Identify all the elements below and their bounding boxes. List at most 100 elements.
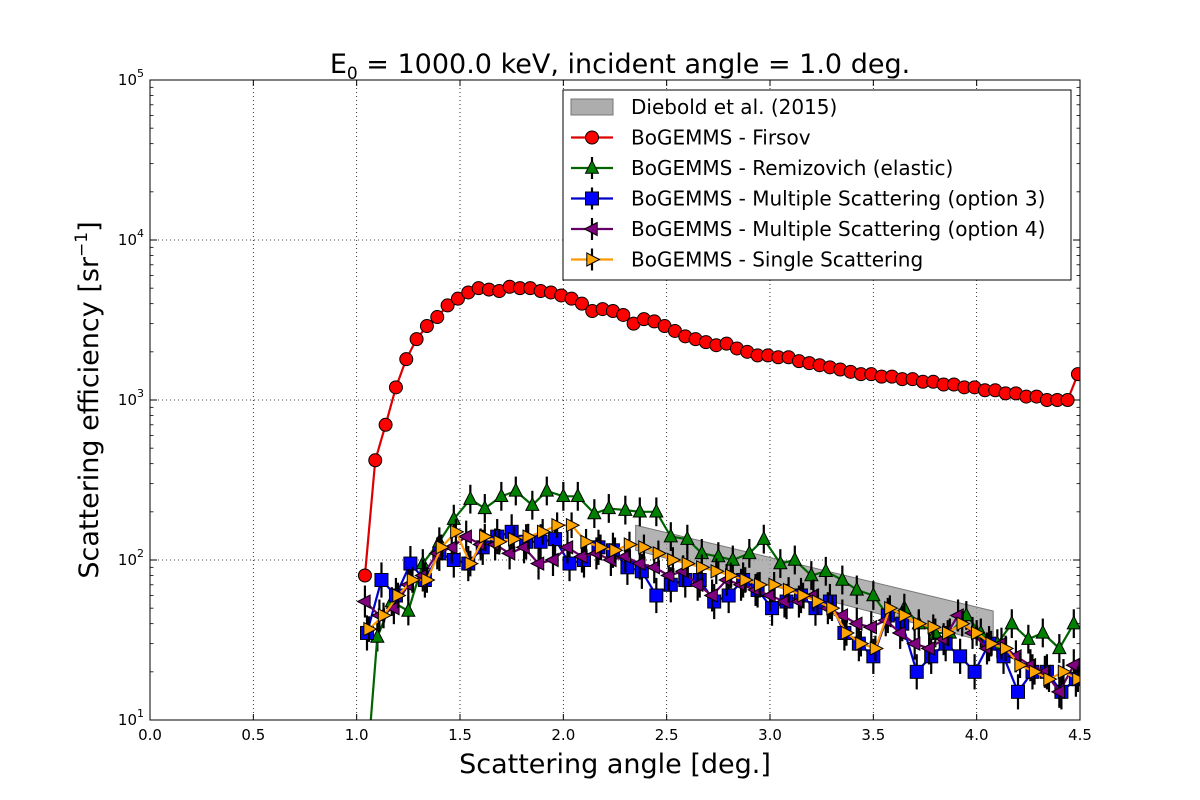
data-point — [681, 556, 696, 571]
data-point — [742, 544, 757, 560]
data-point — [768, 577, 783, 593]
data-point — [570, 487, 586, 503]
data-point — [660, 568, 675, 583]
data-point — [826, 600, 841, 616]
y-tick-label: 101 — [118, 707, 144, 729]
legend-swatch-marker — [585, 191, 599, 206]
data-point — [663, 528, 679, 543]
legend-label-band: Diebold et al. (2015) — [631, 95, 837, 119]
y-tick-label: 102 — [118, 547, 144, 569]
data-point — [632, 503, 648, 518]
data-point — [680, 530, 695, 545]
legend-swatch-marker — [585, 130, 599, 145]
data-point — [797, 588, 812, 603]
x-tick-label: 1.0 — [345, 726, 369, 744]
x-axis-label: Scattering angle [deg.] — [459, 749, 771, 780]
data-point — [710, 563, 725, 579]
data-point — [703, 588, 718, 603]
data-point — [1052, 639, 1067, 655]
data-point — [833, 608, 849, 623]
data-point — [363, 621, 378, 637]
data-point — [616, 307, 631, 322]
data-point — [711, 548, 726, 563]
x-tick-label: 2.5 — [655, 726, 679, 744]
data-point — [623, 537, 639, 552]
data-point — [399, 352, 414, 367]
data-point — [970, 625, 986, 641]
data-point — [464, 556, 479, 571]
data-point — [374, 572, 389, 587]
data-point — [811, 594, 827, 609]
data-point — [587, 505, 602, 520]
data-point — [477, 499, 493, 515]
data-point — [849, 581, 865, 596]
legend-label: BoGEMMS - Remizovich (elastic) — [631, 156, 953, 180]
y-tick-label: 103 — [118, 387, 144, 409]
data-point — [618, 501, 633, 516]
legend-box — [562, 89, 1072, 281]
data-point — [649, 503, 664, 518]
data-point — [558, 540, 574, 555]
data-point — [862, 619, 877, 635]
data-point — [652, 546, 667, 561]
data-point — [631, 556, 646, 571]
data-point — [787, 551, 803, 566]
legend-swatch-band — [570, 98, 614, 116]
x-tick-label: 0.0 — [138, 726, 162, 744]
data-point — [446, 510, 462, 525]
data-point — [430, 310, 445, 325]
data-point — [522, 529, 537, 544]
data-point — [739, 572, 754, 588]
data-point — [773, 554, 788, 570]
data-point — [818, 562, 834, 577]
data-point — [539, 482, 555, 497]
data-point — [884, 600, 899, 616]
series-clip-group — [356, 279, 1080, 720]
x-tick-label: 3.0 — [758, 726, 782, 744]
data-point — [403, 556, 418, 571]
data-point — [866, 586, 881, 602]
data-point — [848, 616, 863, 631]
data-point — [443, 540, 458, 555]
data-point — [446, 553, 461, 567]
data-point — [494, 487, 509, 503]
data-point — [525, 496, 540, 511]
chart-title: E0 = 1000.0 keV, incident angle = 1.0 de… — [330, 49, 910, 84]
data-point — [725, 551, 741, 566]
y-axis-label: Scattering efficiency [sr−1] — [72, 221, 105, 578]
data-point — [1004, 615, 1020, 630]
data-point — [1028, 664, 1044, 680]
x-tick-label: 3.5 — [861, 726, 885, 744]
data-point — [721, 588, 736, 603]
data-point — [898, 608, 913, 623]
data-point — [574, 296, 589, 311]
ticks: 0.0 0.5 1.0 1.5 2.0 2.5 3.0 3.5 4.0 4.5 101 102 103 1… — [118, 67, 1092, 744]
data-point — [544, 552, 559, 568]
data-point — [999, 641, 1015, 656]
data-point — [1060, 393, 1075, 407]
y-tick-label: 104 — [118, 227, 144, 249]
data-point — [1065, 657, 1080, 673]
data-point — [869, 641, 884, 656]
data-point — [756, 530, 772, 545]
x-tick-label: 0.5 — [241, 726, 265, 744]
data-point — [782, 582, 798, 598]
series-layer — [356, 279, 1080, 720]
data-point — [580, 534, 595, 550]
data-point — [967, 664, 982, 679]
data-point — [401, 602, 416, 617]
data-point — [551, 517, 566, 533]
legend-label: BoGEMMS - Multiple Scattering (option 3) — [631, 187, 1045, 211]
data-point — [421, 572, 436, 588]
data-point — [985, 636, 1000, 651]
data-point — [689, 577, 704, 593]
x-tick-label: 4.5 — [1068, 726, 1092, 744]
data-point — [804, 566, 819, 582]
data-point — [370, 628, 385, 643]
data-point — [573, 549, 588, 564]
data-point — [835, 571, 850, 586]
data-point — [1011, 684, 1025, 699]
data-point — [1021, 630, 1036, 645]
data-point — [388, 380, 403, 395]
